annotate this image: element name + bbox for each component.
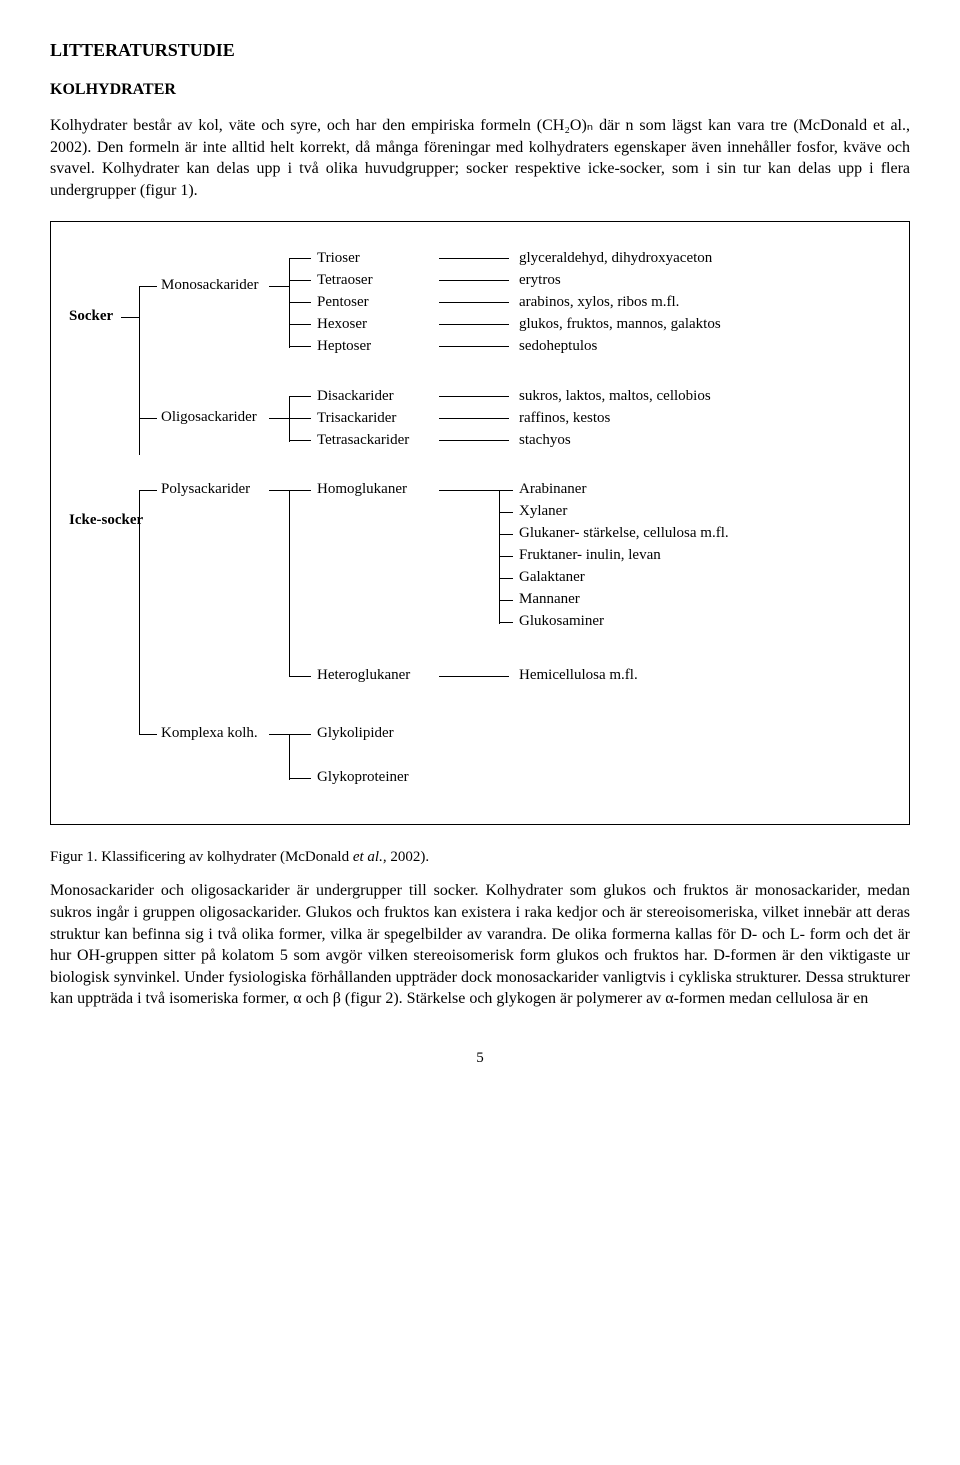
lvl3-trisack: Trisackarider — [317, 410, 396, 427]
figure-1-box: Socker Monosackarider Trioser glyceralde… — [50, 221, 910, 825]
ex-tetraoser: erytros — [519, 272, 561, 289]
page-number: 5 — [50, 1050, 910, 1067]
lvl3-trioser: Trioser — [317, 250, 360, 267]
lvl2-mono: Monosackarider — [161, 277, 258, 294]
caption-pre: Figur 1. Klassificering av kolhydrater (… — [50, 849, 353, 865]
lvl3-hetero: Heteroglukaner — [317, 667, 410, 684]
lvl2-poly: Polysackarider — [161, 481, 250, 498]
lvl3-glykolip: Glykolipider — [317, 725, 394, 742]
lvl3-glykoprot: Glykoproteiner — [317, 769, 409, 786]
ex-pentoser: arabinos, xylos, ribos m.fl. — [519, 294, 679, 311]
ex-homo4: Fruktaner- inulin, levan — [519, 547, 661, 564]
lvl2-oligo: Oligosackarider — [161, 409, 257, 426]
lvl3-disack: Disackarider — [317, 388, 394, 405]
intro-paragraph: Kolhydrater består av kol, väte och syre… — [50, 115, 910, 201]
ex-trisack: raffinos, kestos — [519, 410, 610, 427]
lvl2-komplexa: Komplexa kolh. — [161, 725, 258, 742]
lvl3-hexoser: Hexoser — [317, 316, 367, 333]
caption-post: , 2002). — [383, 849, 429, 865]
lvl3-tetrasack: Tetrasackarider — [317, 432, 409, 449]
lvl3-tetraoser: Tetraoser — [317, 272, 373, 289]
root-socker: Socker — [69, 308, 113, 325]
body-paragraph-2: Monosackarider och oligosackarider är un… — [50, 880, 910, 1010]
ex-homo2: Xylaner — [519, 503, 567, 520]
figure-1-caption: Figur 1. Klassificering av kolhydrater (… — [50, 849, 910, 866]
lvl3-pentoser: Pentoser — [317, 294, 369, 311]
ex-homo5: Galaktaner — [519, 569, 585, 586]
ex-homo6: Mannaner — [519, 591, 580, 608]
ex-trioser: glyceraldehyd, dihydroxyaceton — [519, 250, 712, 267]
lvl3-heptoser: Heptoser — [317, 338, 371, 355]
ex-homo3: Glukaner- stärkelse, cellulosa m.fl. — [519, 525, 729, 542]
ex-disack: sukros, laktos, maltos, cellobios — [519, 388, 711, 405]
lvl3-homo: Homoglukaner — [317, 481, 407, 498]
ex-homo7: Glukosaminer — [519, 613, 604, 630]
ex-homo1: Arabinaner — [519, 481, 586, 498]
ex-tetrasack: stachyos — [519, 432, 571, 449]
ex-hetero: Hemicellulosa m.fl. — [519, 667, 638, 684]
ex-hexoser: glukos, fruktos, mannos, galaktos — [519, 316, 721, 333]
ex-heptoser: sedoheptulos — [519, 338, 597, 355]
caption-italic: et al. — [353, 849, 383, 865]
root-ickesocker: Icke-socker — [69, 512, 143, 529]
page-title: LITTERATURSTUDIE — [50, 40, 910, 61]
section-title: KOLHYDRATER — [50, 81, 910, 99]
figure-1-diagram: Socker Monosackarider Trioser glyceralde… — [69, 246, 891, 806]
